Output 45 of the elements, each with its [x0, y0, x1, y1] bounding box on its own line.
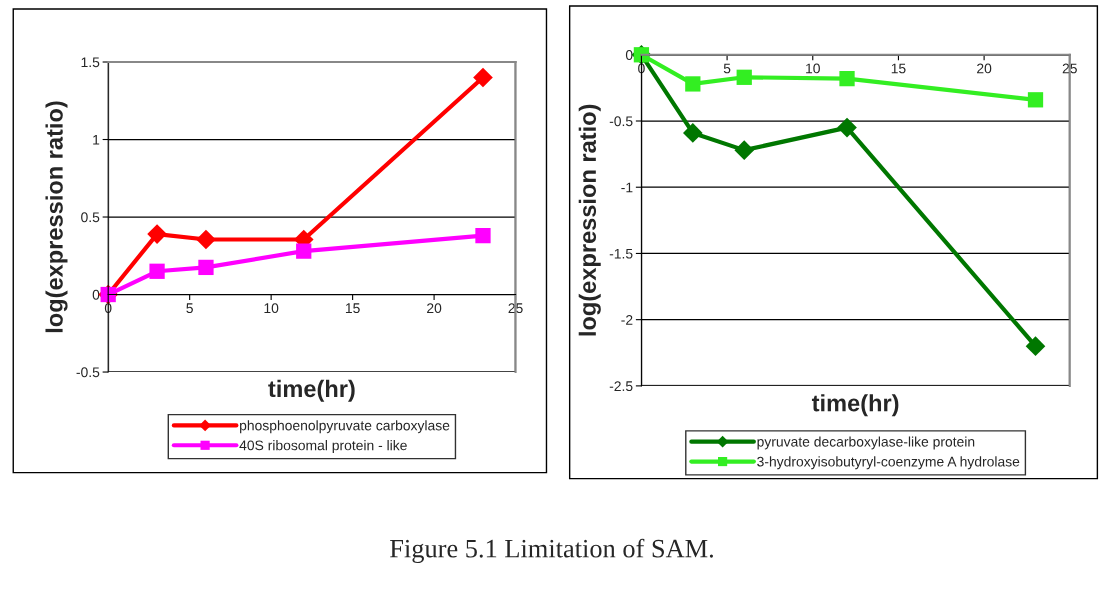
y-axis-title: log(expression ratio): [578, 104, 601, 336]
point: [473, 67, 493, 88]
point: [149, 263, 165, 279]
point: [736, 69, 752, 85]
y-tick-label: -2: [621, 315, 633, 325]
y-tick-label: -0.5: [76, 367, 100, 378]
point: [685, 76, 701, 92]
x-tick-label: 15: [345, 303, 360, 314]
point: [198, 259, 214, 276]
x-tick-label: 15: [891, 63, 906, 74]
legend-label: pyruvate decarboxylase-like protein: [757, 436, 975, 450]
point: [475, 227, 491, 244]
y-tick-label: 0: [625, 50, 633, 60]
point: [196, 229, 216, 250]
y-tick-label: -1.5: [609, 248, 633, 259]
y-tick-label: 0.5: [81, 212, 100, 223]
point: [1027, 92, 1044, 108]
y-tick-label: 1: [93, 134, 100, 145]
x-axis-title: time(hr): [811, 394, 899, 417]
point: [296, 243, 312, 259]
y-axis-title: log(expression ratio): [45, 101, 68, 333]
x-tick-label: 5: [723, 63, 731, 74]
x-tick-label: 25: [508, 303, 523, 314]
x-tick-label: 20: [977, 63, 992, 74]
x-axis-title: time(hr): [268, 379, 355, 402]
point: [683, 123, 703, 143]
caption: Figure 5.1 Limitation of SAM.: [390, 538, 713, 563]
legend-label: 40S ribosomal protein - like: [239, 440, 407, 454]
point: [837, 117, 857, 138]
point: [734, 140, 755, 160]
y-tick-label: -0.5: [609, 116, 633, 127]
y-tick-label: 1.5: [81, 57, 100, 68]
point: [1025, 336, 1046, 356]
y-tick-label: -1: [621, 182, 633, 193]
point: [147, 224, 167, 244]
x-tick-label: 5: [186, 303, 193, 314]
y-tick-label: 0: [92, 289, 100, 300]
x-tick-label: 10: [806, 63, 820, 74]
point: [839, 70, 855, 87]
legend-label: 3-hydroxyisobutyryl-coenzyme A hydrolase: [757, 456, 1020, 470]
x-tick-label: 10: [264, 303, 279, 314]
x-tick-label: 25: [1062, 63, 1077, 74]
x-tick-label: 20: [427, 303, 442, 314]
y-tick-label: -2.5: [609, 381, 633, 392]
legend-label: phosphoenolpyruvate carboxylase: [240, 420, 450, 434]
